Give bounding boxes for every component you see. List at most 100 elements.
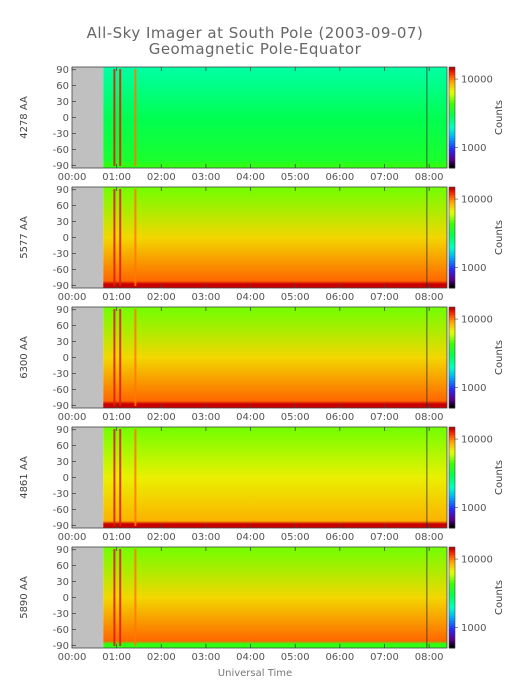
spike-mark	[134, 309, 137, 406]
y-tick-label: 90	[56, 545, 69, 556]
colorbar: 10000 1000 Counts	[448, 546, 505, 649]
y-tick-label: -60	[53, 385, 69, 396]
heatmap-area	[103, 187, 447, 288]
colorbar-tick-label: 10000	[461, 315, 493, 326]
colorbar-segment	[449, 637, 455, 641]
colorbar-segment	[449, 314, 455, 318]
colorbar-segment	[449, 554, 455, 558]
chart-subtitle: Geomagnetic Pole-Equator	[148, 40, 362, 58]
colorbar-segment	[449, 627, 455, 631]
colorbar-segment	[449, 82, 455, 86]
x-tick-label: 00:00	[58, 652, 87, 663]
colorbar: 10000 1000 Counts	[448, 66, 505, 169]
colorbar-segment	[449, 260, 455, 264]
colorbar-segment	[449, 549, 455, 553]
colorbar-segment	[449, 387, 455, 391]
y-tick-label: -30	[53, 249, 69, 260]
colorbar-label: Counts	[494, 580, 505, 615]
colorbar-segment	[449, 202, 455, 206]
colorbar-segment	[449, 375, 455, 379]
x-tick-label: 03:00	[192, 412, 221, 423]
y-tick-label: 0	[63, 593, 69, 604]
spike-mark	[113, 429, 116, 526]
colorbar-segment	[449, 434, 455, 438]
colorbar: 10000 1000 Counts	[448, 426, 505, 529]
colorbar-segment	[449, 454, 455, 458]
colorbar-segment	[449, 255, 455, 259]
colorbar-segment	[449, 224, 455, 228]
colorbar-segment	[449, 112, 455, 116]
colorbar-segment	[449, 510, 455, 514]
colorbar-segment	[449, 582, 455, 586]
colorbar-segment	[449, 562, 455, 566]
heatmap-area	[103, 427, 447, 528]
y-tick-label: 30	[56, 217, 69, 228]
x-tick-label: 01:00	[102, 652, 131, 663]
colorbar-segment	[449, 79, 455, 83]
colorbar-tick-label: 1000	[461, 623, 486, 634]
y-tick-label: -60	[53, 505, 69, 516]
colorbar-segment	[449, 605, 455, 609]
y-tick-label: -90	[53, 521, 69, 532]
colorbar-segment	[449, 620, 455, 624]
colorbar-segment	[449, 437, 455, 441]
colorbar-segment	[449, 579, 455, 583]
colorbar-segment	[449, 272, 455, 276]
colorbar-segment	[449, 237, 455, 241]
colorbar-segment	[449, 97, 455, 101]
panel-wavelength-label: 5890 AA	[19, 576, 30, 619]
colorbar-segment	[449, 492, 455, 496]
colorbar-segment	[449, 597, 455, 601]
colorbar-frame	[448, 426, 456, 529]
colorbar-segment	[449, 332, 455, 336]
y-tick-label: 30	[56, 457, 69, 468]
heatmap-area	[103, 307, 447, 408]
colorbar-segment	[449, 219, 455, 223]
colorbar-segment	[449, 267, 455, 271]
x-tick-label: 00:00	[58, 412, 87, 423]
y-tick-label: -60	[53, 265, 69, 276]
x-tick-label: 07:00	[370, 652, 399, 663]
colorbar-segment	[449, 505, 455, 509]
colorbar-segment	[449, 145, 455, 149]
x-tick-label: 05:00	[281, 292, 310, 303]
colorbar-segment	[449, 617, 455, 621]
colorbar-segment	[449, 252, 455, 256]
colorbar-segment	[449, 92, 455, 96]
colorbar-segment	[449, 365, 455, 369]
colorbar-segment	[449, 469, 455, 473]
colorbar-segment	[449, 327, 455, 331]
colorbar-label: Counts	[494, 100, 505, 135]
no-data-region	[72, 307, 104, 408]
colorbar-segment	[449, 462, 455, 466]
colorbar-segment	[449, 242, 455, 246]
colorbar-segment	[449, 632, 455, 636]
colorbar-segment	[449, 574, 455, 578]
colorbar-segment	[449, 130, 455, 134]
colorbar-segment	[449, 67, 455, 71]
colorbar-segment	[449, 525, 455, 529]
x-tick-label: 08:00	[415, 292, 444, 303]
spike-mark	[119, 549, 122, 646]
x-tick-label: 00:00	[58, 292, 87, 303]
colorbar-segment	[449, 282, 455, 286]
colorbar-tick-label: 1000	[461, 263, 486, 274]
colorbar-segment	[449, 240, 455, 244]
y-tick-label: 60	[56, 201, 69, 212]
colorbar-segment	[449, 232, 455, 236]
colorbar-segment	[449, 160, 455, 164]
colorbar: 10000 1000 Counts	[448, 186, 505, 289]
colorbar-segment	[449, 109, 455, 113]
colorbar-segment	[449, 319, 455, 323]
x-tick-label: 00:00	[58, 172, 87, 183]
x-tick-label: 06:00	[325, 172, 354, 183]
colorbar-segment	[449, 275, 455, 279]
colorbar-segment	[449, 229, 455, 233]
spike-mark	[134, 189, 137, 286]
colorbar-segment	[449, 395, 455, 399]
y-tick-label: 90	[56, 305, 69, 316]
x-tick-label: 08:00	[415, 532, 444, 543]
